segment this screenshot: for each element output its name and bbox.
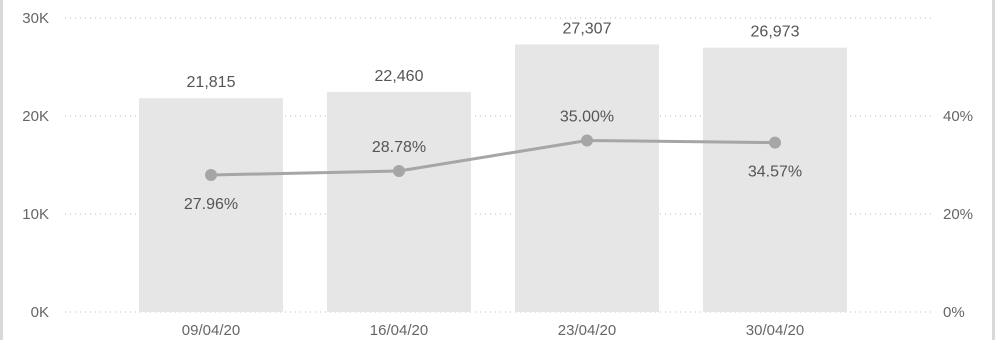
- line-value-label: 35.00%: [560, 109, 614, 126]
- line-value-label: 34.57%: [748, 164, 802, 181]
- bar-value-label: 26,973: [751, 24, 800, 41]
- line-value-label: 28.78%: [372, 139, 426, 156]
- combo-chart: 21,815 22,460 27,307 26,973 27.96% 28.78% 35.0…: [22, 10, 973, 339]
- y-left-tick-label: 20K: [22, 108, 49, 125]
- data-labels: 21,815 22,460 27,307 26,973 27.96% 28.78% 35.0…: [184, 20, 802, 213]
- bar: [515, 44, 659, 313]
- line-series: [205, 134, 781, 181]
- line-point: [393, 164, 405, 177]
- bar-value-label: 22,460: [375, 68, 424, 85]
- y-left-tick-label: 10K: [22, 206, 49, 223]
- bar: [703, 47, 847, 312]
- y-left-tick-label: 0K: [31, 304, 49, 321]
- bar: [139, 98, 283, 312]
- x-tick-label: 30/04/20: [746, 322, 804, 339]
- y-right-tick-label: 40%: [943, 108, 973, 125]
- bar-value-label: 27,307: [563, 20, 612, 37]
- line-path: [210, 139, 776, 177]
- line-point: [205, 168, 217, 181]
- line-value-label: 27.96%: [184, 196, 238, 213]
- bar: [327, 91, 471, 312]
- y-left-tick-label: 30K: [22, 10, 49, 27]
- line-point: [581, 134, 593, 147]
- bar-series: [139, 44, 847, 313]
- bar-value-label: 21,815: [187, 74, 236, 91]
- x-tick-label: 16/04/20: [370, 322, 428, 339]
- y-right-tick-label: 0%: [943, 304, 965, 321]
- axis-labels: 0K 10K 20K 30K 0% 20% 40% 09/04/20 16/04/20 23/04…: [22, 10, 973, 339]
- x-tick-label: 23/04/20: [558, 322, 616, 339]
- x-tick-label: 09/04/20: [182, 322, 240, 339]
- line-point: [769, 136, 781, 149]
- y-right-tick-label: 20%: [943, 206, 973, 223]
